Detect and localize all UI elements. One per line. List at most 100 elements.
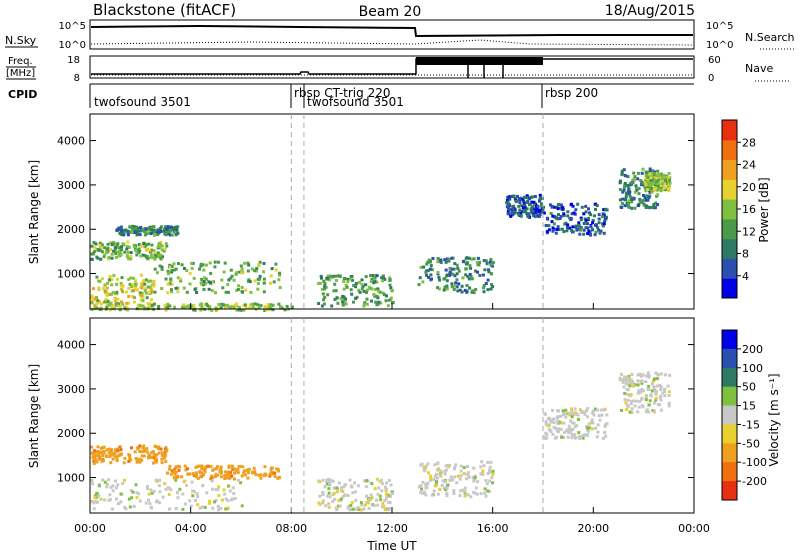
power-cell xyxy=(159,230,163,233)
power-cell xyxy=(135,253,139,257)
freq-unit-label: [MHz] xyxy=(6,68,35,79)
power-cell xyxy=(213,265,217,269)
velocity-cell xyxy=(152,489,156,493)
power-cell xyxy=(181,305,185,309)
velocity-cell xyxy=(465,472,469,476)
power-cell xyxy=(136,303,140,307)
power-cell xyxy=(135,233,139,237)
velocity-cell xyxy=(95,492,99,496)
power-cell xyxy=(147,279,151,283)
power-cell xyxy=(471,289,475,293)
velocity-cell xyxy=(463,490,466,494)
velocity-cell xyxy=(426,482,430,486)
power-cell xyxy=(365,302,369,306)
velocity-cell xyxy=(326,482,330,486)
power-cell xyxy=(140,286,144,290)
power-cell xyxy=(628,183,632,187)
power-cell xyxy=(255,267,259,271)
power-cell xyxy=(557,227,561,231)
velocity-cell xyxy=(647,403,651,407)
velocity-cell xyxy=(130,446,133,450)
velocity-cell xyxy=(473,474,477,478)
power-cell xyxy=(349,275,353,278)
power-cell xyxy=(239,264,243,268)
velocity-cell xyxy=(647,374,651,378)
power-cell xyxy=(143,289,147,293)
power-cell xyxy=(384,299,388,303)
power-cell xyxy=(555,217,559,221)
velocity-cell xyxy=(566,435,570,439)
power-cell xyxy=(643,203,647,207)
power-cell xyxy=(512,210,516,214)
velocity-cell xyxy=(667,390,671,394)
velocity-cell xyxy=(429,474,433,478)
velocity-cell xyxy=(590,411,594,415)
velocity-colorbar-label: Velocity [m s⁻¹] xyxy=(767,373,781,466)
velocity-cell xyxy=(252,466,256,470)
power-cell xyxy=(248,306,252,310)
power-cell xyxy=(182,286,186,290)
velocity-cell xyxy=(559,414,563,418)
power-cell xyxy=(112,274,116,278)
velocity-cell xyxy=(467,475,471,479)
power-cell xyxy=(105,293,109,297)
power-cell xyxy=(120,229,124,232)
velocity-colorbar-tick: 100 xyxy=(742,362,763,375)
power-cell xyxy=(510,207,514,211)
velocity-cell xyxy=(116,454,120,458)
cpid-segment-3: twofsound 3501 xyxy=(307,95,404,109)
velocity-cell xyxy=(448,463,452,467)
power-cell xyxy=(167,272,170,276)
power-cell xyxy=(258,260,262,264)
velocity-cell xyxy=(367,506,371,510)
power-cell xyxy=(144,286,148,290)
power-cell xyxy=(623,181,627,185)
power-cell xyxy=(364,283,368,287)
power-cell xyxy=(120,232,124,236)
power-cell xyxy=(188,282,192,286)
velocity-cell xyxy=(142,446,145,450)
power-cell xyxy=(142,242,146,246)
velocity-cell xyxy=(321,478,325,482)
power-cell xyxy=(124,290,128,294)
velocity-cell xyxy=(419,463,423,467)
power-cell xyxy=(217,260,220,264)
power-cell xyxy=(365,297,369,301)
power-cell xyxy=(594,207,597,211)
power-cell xyxy=(163,247,167,251)
velocity-cell xyxy=(423,469,427,473)
velocity-cell xyxy=(666,384,670,388)
velocity-cell xyxy=(228,471,232,474)
power-cell xyxy=(130,230,134,233)
velocity-cell xyxy=(327,502,331,506)
power-cell xyxy=(418,276,422,280)
power-cell xyxy=(235,308,239,312)
power-cell xyxy=(425,262,429,266)
power-cell xyxy=(437,287,441,291)
power-cell xyxy=(533,210,537,214)
power-cell xyxy=(576,202,580,206)
power-cell xyxy=(436,270,440,274)
velocity-cell xyxy=(419,490,423,494)
power-cell xyxy=(204,277,208,281)
velocity-cell xyxy=(269,472,273,476)
power-cell xyxy=(254,269,258,273)
y-tick-label: 4000 xyxy=(57,339,85,352)
power-cell xyxy=(117,226,121,230)
power-cell xyxy=(132,300,136,304)
power-cell xyxy=(559,203,563,207)
power-cell xyxy=(126,229,130,233)
velocity-colorbar-swatch xyxy=(722,462,737,482)
power-cell xyxy=(462,260,466,264)
velocity-cell xyxy=(223,477,227,480)
power-cell xyxy=(339,297,343,301)
power-cell xyxy=(509,214,513,218)
power-cell xyxy=(243,261,247,265)
velocity-cell xyxy=(421,480,425,484)
velocity-cell xyxy=(630,407,634,411)
velocity-cell xyxy=(104,455,108,458)
power-cell xyxy=(370,287,373,291)
power-cell xyxy=(582,212,586,216)
power-cell xyxy=(229,268,233,272)
